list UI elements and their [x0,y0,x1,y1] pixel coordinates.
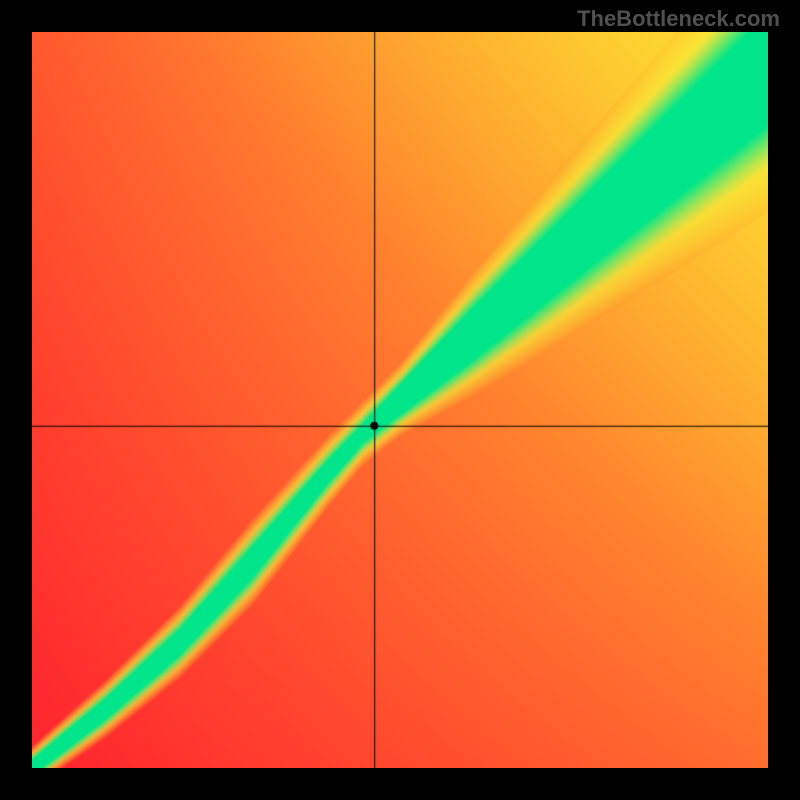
plot-area [32,32,768,768]
crosshair-canvas [32,32,768,768]
chart-container: TheBottleneck.com [0,0,800,800]
watermark-text: TheBottleneck.com [577,6,780,32]
